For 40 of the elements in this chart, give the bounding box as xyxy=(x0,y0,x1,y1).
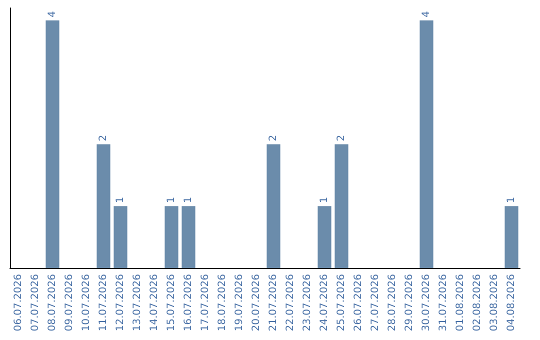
x-tick-label: 14.07.2026 xyxy=(149,274,160,332)
data-label: 2 xyxy=(98,134,109,142)
data-label: 4 xyxy=(47,11,58,18)
x-tick-label: 06.07.2026 xyxy=(13,274,24,332)
x-tick-label: 13.07.2026 xyxy=(132,274,143,332)
data-label: 4 xyxy=(421,11,432,18)
x-tick-label: 23.07.2026 xyxy=(302,274,313,332)
x-tick-label: 27.07.2026 xyxy=(370,274,381,332)
data-label: 1 xyxy=(166,196,177,204)
x-tick-label: 11.07.2026 xyxy=(98,274,109,332)
data-label: 2 xyxy=(268,134,279,142)
x-tick-label: 04.08.2026 xyxy=(506,274,517,332)
data-label: 1 xyxy=(319,196,330,204)
x-tick-label: 20.07.2026 xyxy=(251,274,262,332)
x-tick-label: 30.07.2026 xyxy=(421,274,432,332)
data-label: 1 xyxy=(183,196,194,204)
x-tick-label: 03.08.2026 xyxy=(489,274,500,332)
x-tick-label: 12.07.2026 xyxy=(115,274,126,332)
x-tick-label: 18.07.2026 xyxy=(217,274,228,332)
x-tick-label: 28.07.2026 xyxy=(387,274,398,332)
x-tick-label: 31.07.2026 xyxy=(438,274,449,332)
x-tick-label: 17.07.2026 xyxy=(200,274,211,332)
x-tick-label: 02.08.2026 xyxy=(472,274,483,332)
x-tick-label: 21.07.2026 xyxy=(268,274,279,332)
x-tick-label: 26.07.2026 xyxy=(353,274,364,332)
data-label: 1 xyxy=(506,196,517,204)
x-tick-label: 16.07.2026 xyxy=(183,274,194,332)
x-tick-label: 01.08.2026 xyxy=(455,274,466,332)
data-label: 1 xyxy=(115,196,126,204)
x-tick-label: 09.07.2026 xyxy=(64,274,75,332)
x-tick-label: 15.07.2026 xyxy=(166,274,177,332)
x-tick-label: 22.07.2026 xyxy=(285,274,296,332)
x-tick-label: 10.07.2026 xyxy=(81,274,92,332)
x-tick-label: 25.07.2026 xyxy=(336,274,347,332)
x-tick-label: 19.07.2026 xyxy=(234,274,245,332)
x-tick-label: 08.07.2026 xyxy=(47,274,58,332)
x-tick-label: 24.07.2026 xyxy=(319,274,330,332)
x-tick-label: 07.07.2026 xyxy=(30,274,41,332)
data-label: 2 xyxy=(336,134,347,142)
x-tick-label: 29.07.2026 xyxy=(404,274,415,332)
